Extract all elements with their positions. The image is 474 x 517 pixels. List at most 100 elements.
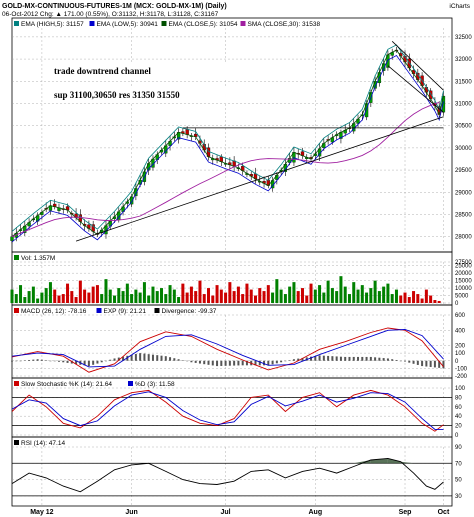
ema-low-line [11,54,444,243]
legend-label: EMA (CLOSE,5): 31054 [169,21,238,28]
divergence-bar [391,359,394,361]
divergence-bar [438,360,441,368]
divergence-bar [151,354,154,361]
divergence-bar [352,356,355,361]
volume-bar [23,297,27,303]
volume-bar [36,298,40,303]
divergence-bar [181,360,184,361]
volume-bar [66,283,70,303]
divergence-bar [425,360,428,367]
y-tick-label: 31500 [455,79,472,85]
y-tick-label: 100 [455,351,466,357]
divergence-bar [404,360,407,362]
divergence-bar [75,360,78,365]
legend-label: EMA (LOW,5): 30941 [97,21,159,28]
divergence-bar [23,360,26,361]
panel-3: 0 20 40 60 80 100 Slow Stochastic %K (14): 21.… [11,377,466,439]
y-tick-label: -200 [455,374,468,380]
volume-bar [326,280,330,303]
volume-bar [215,285,219,303]
y-tick-label: 32500 [455,35,472,41]
divergence-bar [36,359,39,361]
divergence-bar [96,360,99,364]
legend-label: EMA (HIGH,5): 31157 [21,21,84,28]
y-tick-label: 200 [455,344,466,350]
candle-body [441,95,446,113]
volume-bar [31,286,35,303]
volume-bar [335,291,339,303]
candle-body [10,236,14,241]
legend-swatch [240,21,246,26]
volume-bar [322,292,326,303]
x-tick-label: Aug [308,509,322,516]
divergence-bar [254,360,257,366]
divergence-bar [143,353,146,361]
panel-frame [11,436,453,507]
candle-body [185,129,189,135]
volume-bar [258,288,262,303]
volume-bar [386,283,390,303]
divergence-bar [11,360,13,362]
trendline [75,116,444,242]
volume-bar [343,286,347,303]
divergence-bar [297,358,300,361]
volume-bar [300,288,304,303]
volume-bar [61,294,65,303]
legend-label: %D (3): 11.58 [135,381,175,388]
divergence-bar [292,359,295,361]
volume-bar [249,289,253,303]
volume-bar [155,291,159,303]
divergence-bar [109,359,112,361]
volume-bar [309,283,313,303]
divergence-bar [228,360,231,366]
panel-0: 28000 28500 29000 29500 30000 30500 31000 31500… [10,17,472,253]
volume-bar [164,294,168,303]
legend-swatch [128,381,133,386]
volume-bar [181,283,185,303]
volume-bar [339,276,343,303]
divergence-bar [421,360,424,367]
volume-bar [407,297,411,303]
divergence-bar [314,356,317,361]
volume-bar [390,294,394,303]
divergence-bar [335,356,338,361]
divergence-bar [83,360,86,366]
chart-header: GOLD-MX-CONTINUOUS-FUTURES-1M (MCX: GOLD… [2,3,471,18]
volume-bar [53,289,57,303]
series-line-1 [11,329,444,368]
divergence-bar [130,354,133,361]
y-tick-label: 10000 [455,286,472,292]
y-tick-label: 28000 [455,235,472,241]
y-tick-label: 100 [455,386,466,392]
volume-bar [177,297,181,303]
volume-bar [288,286,292,303]
divergence-bar [15,360,18,362]
legend-label: RSI (14): 47.14 [21,440,65,447]
y-tick-label: 28500 [455,212,472,218]
volume-bar [382,286,386,303]
divergence-bar [53,360,56,362]
divergence-bar [220,360,223,366]
divergence-bar [19,360,22,362]
legend-label: SMA (CLOSE,30): 31538 [248,21,321,28]
volume-bar [262,291,266,303]
divergence-bar [365,356,368,361]
divergence-bar [173,358,176,361]
divergence-bar [263,360,266,366]
divergence-bar [233,360,236,366]
volume-bar [134,289,138,303]
volume-bar [279,289,283,303]
ema-high-line [11,44,444,232]
volume-bar [207,288,211,303]
divergence-bar [245,360,248,366]
volume-bar [100,294,104,303]
volume-bar [360,285,364,303]
trendline [387,65,444,113]
panel-frame [11,251,453,306]
divergence-bar [284,360,287,362]
chart-title: GOLD-MX-CONTINUOUS-FUTURES-1M (MCX: GOLD… [2,3,227,10]
ema-close-line [11,49,444,238]
divergence-bar [147,354,150,361]
